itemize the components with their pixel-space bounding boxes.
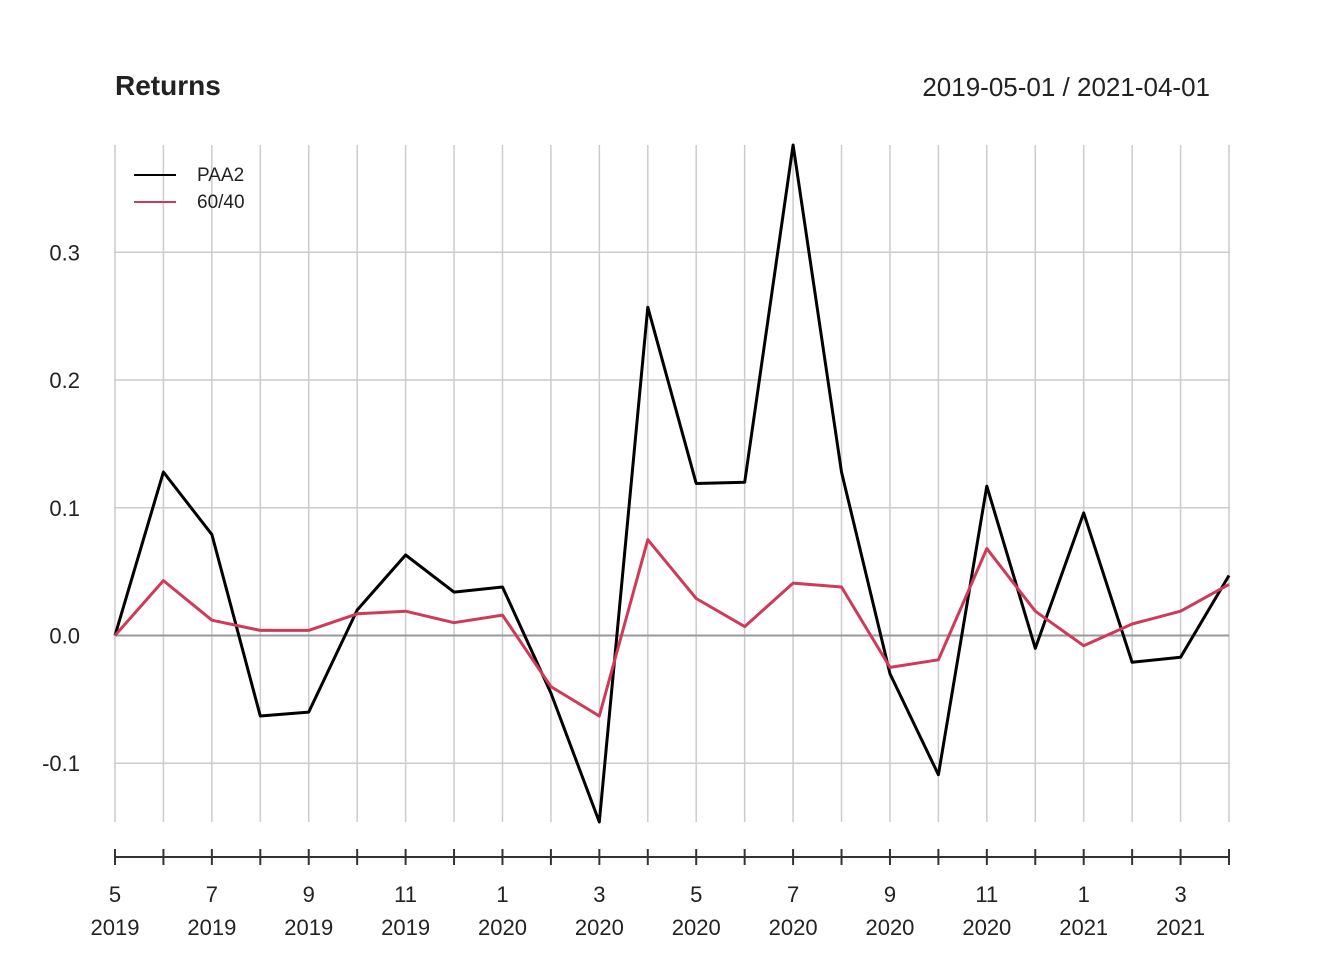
series-line-60-40 bbox=[113, 538, 1230, 718]
x-tick-label-year: 2021 bbox=[1156, 915, 1205, 940]
x-tick-label-month: 11 bbox=[975, 882, 998, 907]
x-axis: 5 2019 7 2019 9 2019 11 2019 1 2020 3 2020 5 2020 7 202… bbox=[91, 849, 1230, 940]
x-tick-label-year: 2020 bbox=[575, 915, 624, 940]
legend-label: 60/40 bbox=[197, 192, 245, 213]
x-tick-label-year: 2020 bbox=[769, 915, 818, 940]
x-tick-label-month: 1 bbox=[496, 882, 508, 907]
x-tick-label-year: 2019 bbox=[381, 915, 430, 940]
series-line-paa2 bbox=[113, 143, 1231, 824]
x-tick-label-year: 2019 bbox=[284, 915, 333, 940]
x-tick-label-month: 9 bbox=[303, 882, 315, 907]
x-tick-label-month: 11 bbox=[394, 882, 417, 907]
x-tick-label-month: 3 bbox=[593, 882, 605, 907]
legend-label: PAA2 bbox=[197, 165, 244, 186]
x-tick-label-year: 2021 bbox=[1059, 915, 1108, 940]
x-tick-label-month: 5 bbox=[690, 882, 702, 907]
x-tick-label-year: 2019 bbox=[91, 915, 140, 940]
x-tick-label-year: 2020 bbox=[478, 915, 527, 940]
x-tick-label-month: 9 bbox=[884, 882, 896, 907]
x-tick-label-year: 2020 bbox=[962, 915, 1011, 940]
x-tick-label-year: 2020 bbox=[865, 915, 914, 940]
x-tick-label-month: 5 bbox=[109, 882, 121, 907]
x-tick-label-year: 2019 bbox=[187, 915, 236, 940]
y-tick-label: 0.3 bbox=[49, 240, 80, 265]
y-tick-label: -0.1 bbox=[42, 751, 80, 776]
x-tick-label-year: 2020 bbox=[672, 915, 721, 940]
legend: PAA2 60/40 bbox=[134, 165, 245, 213]
gridlines bbox=[114, 145, 1230, 822]
x-tick-label-month: 7 bbox=[787, 882, 799, 907]
y-tick-label: 0.1 bbox=[49, 496, 80, 521]
x-tick-label-month: 3 bbox=[1174, 882, 1186, 907]
x-tick-label-month: 7 bbox=[206, 882, 218, 907]
y-tick-label: 0.0 bbox=[49, 624, 80, 649]
series-lines bbox=[113, 143, 1231, 824]
x-tick-label-month: 1 bbox=[1078, 882, 1090, 907]
y-tick-label: 0.2 bbox=[49, 368, 80, 393]
chart-title: Returns bbox=[115, 70, 221, 101]
y-axis: -0.1 0.0 0.1 0.2 0.3 bbox=[42, 240, 80, 776]
date-range-label: 2019-05-01 / 2021-04-01 bbox=[922, 72, 1210, 102]
